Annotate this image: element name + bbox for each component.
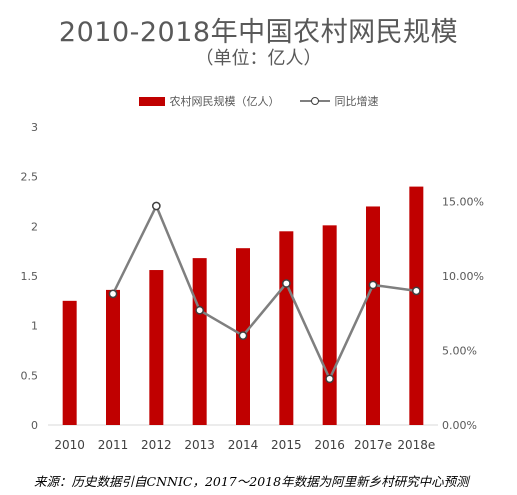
x-tick-label: 2012 <box>141 438 172 452</box>
legend: 农村网民规模（亿人） 同比增速 <box>0 93 517 109</box>
legend-item-line: 同比增速 <box>299 93 379 109</box>
line-point <box>281 279 291 288</box>
line-point <box>195 305 205 315</box>
bar <box>149 270 164 425</box>
y-right-tick-label: 0.00% <box>442 419 477 432</box>
y-right-tick-label: 10.00% <box>442 270 484 283</box>
x-tick-label: 2018e <box>397 438 435 452</box>
chart-subtitle: （单位：亿人） <box>195 48 322 69</box>
line-point <box>238 331 248 340</box>
x-tick-label: 2015 <box>271 438 302 452</box>
x-tick-label: 2017e <box>354 438 392 452</box>
line-point <box>108 289 118 299</box>
bar <box>409 186 424 425</box>
legend-swatch-line <box>299 96 330 106</box>
y-left-tick-label: 0.5 <box>21 369 39 382</box>
y-left-tick-label: 2 <box>31 220 38 233</box>
y-right-tick-label: 5.00% <box>442 345 477 358</box>
legend-swatch-bar <box>138 96 165 106</box>
x-tick-label: 2016 <box>314 438 345 452</box>
bar <box>106 289 120 425</box>
bar <box>192 258 207 425</box>
y-left-tick-label: 1 <box>31 320 38 333</box>
bar <box>62 300 77 425</box>
line-series <box>111 204 417 381</box>
x-tick-label: 2014 <box>228 438 259 452</box>
x-tick-label: 2010 <box>54 438 85 452</box>
line-point <box>411 286 421 296</box>
bar <box>366 206 380 425</box>
y-left-tick-label: 0 <box>31 419 38 432</box>
x-tick-label: 2011 <box>98 438 129 452</box>
source-note: 来源：历史数据引自CNNIC，2017～2018年数据为阿里新乡村研究中心预测 <box>34 474 469 489</box>
legend-item-bar: 农村网民规模（亿人） <box>138 93 280 109</box>
legend-label-bar: 农村网民规模（亿人） <box>169 95 280 108</box>
y-left-tick-label: 3 <box>31 121 38 134</box>
x-tick-label: 2013 <box>184 438 215 452</box>
line-point <box>325 374 335 384</box>
line-point <box>368 280 378 290</box>
bar <box>279 231 294 425</box>
y-left-tick-label: 2.5 <box>21 171 39 184</box>
chart-title: 2010-2018年中国农村网民规模 <box>58 17 459 48</box>
bar <box>322 225 337 425</box>
legend-label-line: 同比增速 <box>334 95 379 108</box>
y-left-tick-label: 1.5 <box>21 270 39 283</box>
y-right-tick-label: 15.00% <box>442 196 484 209</box>
line-point <box>151 201 161 211</box>
